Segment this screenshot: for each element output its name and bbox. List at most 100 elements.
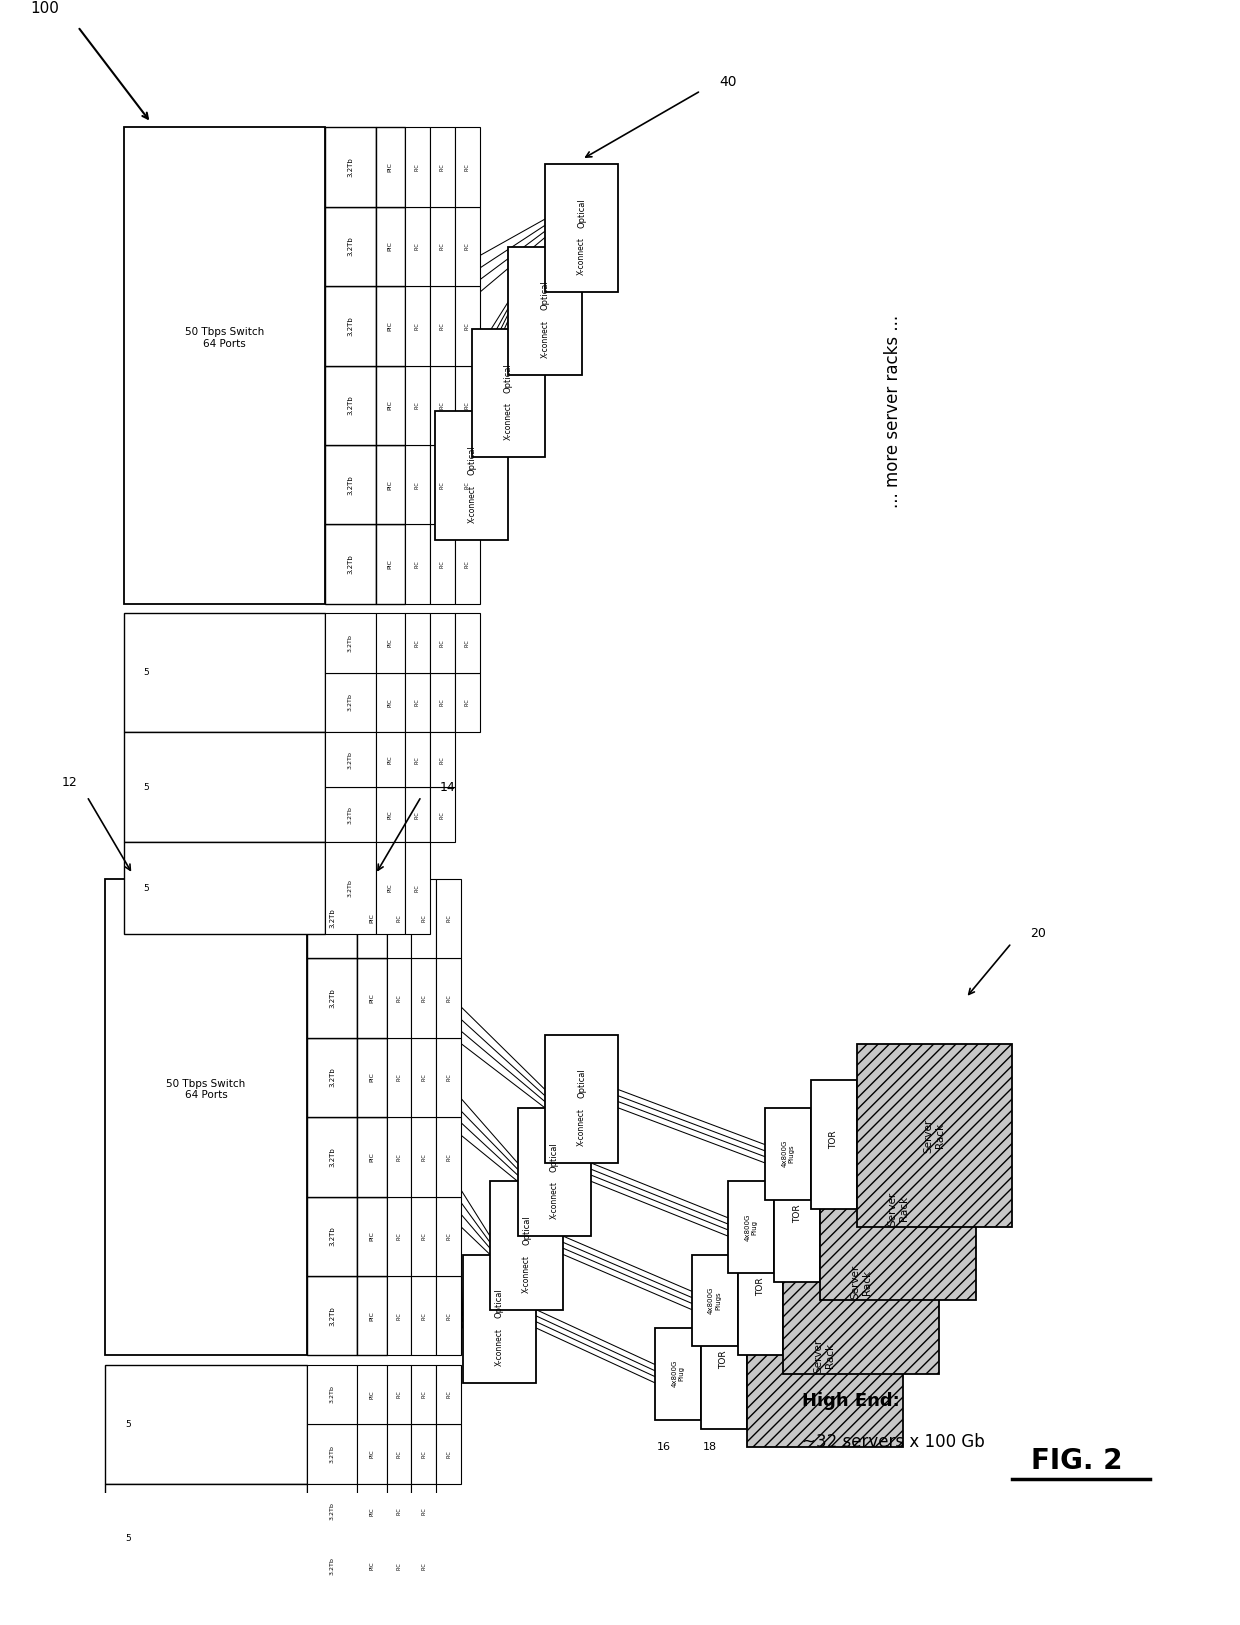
Text: PIC: PIC <box>422 1508 427 1514</box>
Bar <box>325 525 376 604</box>
Text: 4x800G
Plugs: 4x800G Plugs <box>708 1287 722 1315</box>
Bar <box>405 613 430 673</box>
Bar <box>430 733 455 786</box>
Bar <box>376 286 405 366</box>
Text: PIC: PIC <box>415 481 420 489</box>
Bar <box>306 1539 357 1594</box>
Bar <box>430 127 455 206</box>
Text: PIC: PIC <box>388 884 393 892</box>
Bar <box>701 1300 746 1428</box>
Text: PIC: PIC <box>465 699 470 707</box>
Text: PIC: PIC <box>446 1074 451 1081</box>
Text: PIC: PIC <box>370 1506 374 1516</box>
Text: ... more server racks ...: ... more server racks ... <box>884 315 903 509</box>
Text: PIC: PIC <box>397 915 402 923</box>
Text: PIC: PIC <box>388 639 393 647</box>
Bar <box>508 247 582 375</box>
Text: PIC: PIC <box>415 561 420 569</box>
Text: PIC: PIC <box>370 1562 374 1570</box>
Text: PIC: PIC <box>465 639 470 647</box>
Bar <box>325 733 376 786</box>
Text: PIC: PIC <box>422 915 427 923</box>
Bar <box>306 1038 357 1116</box>
Bar <box>357 879 387 959</box>
Bar <box>387 1116 412 1196</box>
Text: 3.2Tb: 3.2Tb <box>348 751 353 769</box>
Text: X-connect: X-connect <box>578 1108 587 1146</box>
Text: PIC: PIC <box>370 1450 374 1458</box>
Text: PIC: PIC <box>446 1391 451 1398</box>
Bar <box>436 1276 461 1355</box>
Text: PIC: PIC <box>465 481 470 489</box>
Bar <box>436 1038 461 1116</box>
Bar <box>124 733 325 842</box>
Bar <box>430 525 455 604</box>
Text: PIC: PIC <box>446 915 451 923</box>
Bar <box>387 1196 412 1276</box>
Text: FIG. 2: FIG. 2 <box>1030 1446 1122 1476</box>
Text: PIC: PIC <box>397 994 402 1003</box>
Bar <box>306 1365 357 1424</box>
Bar <box>325 842 376 934</box>
Bar <box>436 959 461 1038</box>
Bar <box>430 613 455 673</box>
Bar <box>546 1035 619 1164</box>
Text: PIC: PIC <box>415 756 420 764</box>
Text: PIC: PIC <box>370 1389 374 1399</box>
Text: PIC: PIC <box>397 1154 402 1160</box>
Text: 3.2Tb: 3.2Tb <box>329 988 335 1008</box>
Bar <box>306 1594 357 1625</box>
Bar <box>405 445 430 525</box>
Text: 14: 14 <box>440 780 455 793</box>
Text: PIC: PIC <box>388 479 393 489</box>
Text: PIC: PIC <box>415 811 420 819</box>
Text: PIC: PIC <box>388 400 393 410</box>
Bar <box>455 286 480 366</box>
Text: PIC: PIC <box>388 162 393 172</box>
Text: PIC: PIC <box>415 162 420 171</box>
Bar <box>387 1424 412 1484</box>
Text: 3.2Tb: 3.2Tb <box>347 237 353 257</box>
Bar <box>357 1276 387 1355</box>
Text: PIC: PIC <box>440 401 445 410</box>
Text: PIC: PIC <box>397 1562 402 1570</box>
Text: X-connect: X-connect <box>467 484 476 523</box>
Text: PIC: PIC <box>465 162 470 171</box>
Text: PIC: PIC <box>440 481 445 489</box>
Text: PIC: PIC <box>446 1311 451 1320</box>
Text: PIC: PIC <box>397 1074 402 1081</box>
Text: PIC: PIC <box>415 401 420 410</box>
Bar <box>430 445 455 525</box>
Bar <box>655 1328 701 1420</box>
Bar <box>325 286 376 366</box>
Text: X-connect: X-connect <box>495 1328 503 1367</box>
Bar <box>405 842 430 934</box>
Bar <box>124 127 325 604</box>
Bar <box>430 286 455 366</box>
Text: PIC: PIC <box>397 1311 402 1320</box>
Bar <box>387 959 412 1038</box>
Bar <box>455 366 480 445</box>
Bar <box>387 879 412 959</box>
Text: 3.2Tb: 3.2Tb <box>329 1147 335 1167</box>
Text: PIC: PIC <box>415 884 420 892</box>
Text: Optical: Optical <box>503 362 513 393</box>
Text: PIC: PIC <box>397 1232 402 1240</box>
Text: PIC: PIC <box>370 913 374 923</box>
Bar <box>325 366 376 445</box>
Bar <box>857 1043 1013 1227</box>
Text: 4x800G
Plugs: 4x800G Plugs <box>781 1141 795 1167</box>
Text: PIC: PIC <box>440 639 445 647</box>
Bar <box>436 1116 461 1196</box>
Text: PIC: PIC <box>422 1232 427 1240</box>
Bar <box>376 842 405 934</box>
Text: PIC: PIC <box>440 242 445 250</box>
Bar <box>412 1276 436 1355</box>
Text: Optical: Optical <box>549 1142 559 1172</box>
Text: 3.2Tb: 3.2Tb <box>347 554 353 574</box>
Bar <box>387 1484 412 1539</box>
Bar <box>105 879 306 1355</box>
Bar <box>436 1365 461 1424</box>
Text: X-connect: X-connect <box>503 403 513 440</box>
Text: 4x800G
Plug: 4x800G Plug <box>672 1360 684 1388</box>
